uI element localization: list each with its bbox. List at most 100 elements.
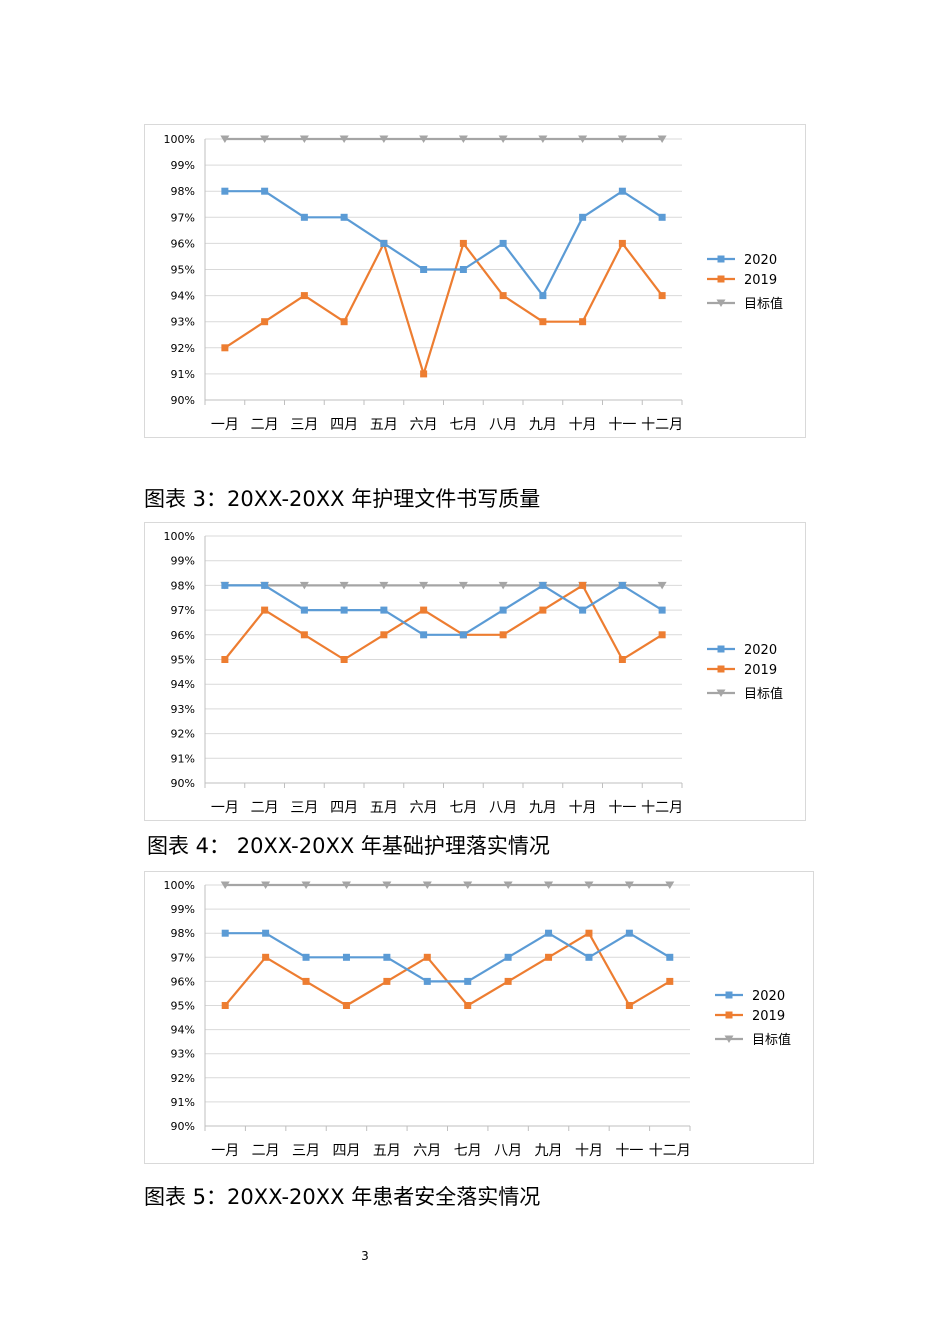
chart-svg: 90% 91% 92% 93% 94% 95% 96% 97% 98% 99% 100% 一月 二月 三月… xyxy=(164,530,783,816)
x-tick-label: 七月 xyxy=(454,1143,482,1159)
caption-chart-3: 图表 3：20XX-20XX 年护理文件书写质量 xyxy=(144,487,541,511)
data-point-2020 xyxy=(342,953,350,961)
data-point-目标值 xyxy=(463,881,473,889)
x-tick-label: 七月 xyxy=(449,417,477,433)
data-point-目标值 xyxy=(578,135,588,143)
data-point-2019 xyxy=(618,239,626,247)
data-point-2020 xyxy=(423,977,431,985)
data-point-2019 xyxy=(383,977,391,985)
x-tick-label: 九月 xyxy=(529,800,557,816)
data-point-2020 xyxy=(380,239,388,247)
data-point-2020 xyxy=(658,606,666,614)
y-tick-label: 92% xyxy=(171,728,195,741)
data-point-2020 xyxy=(221,581,229,589)
data-point-2020 xyxy=(380,606,388,614)
x-tick-label: 十月 xyxy=(569,417,597,433)
series-line-2019 xyxy=(224,932,671,1007)
x-tick-label: 四月 xyxy=(330,417,358,433)
data-point-2020 xyxy=(618,187,626,195)
data-point-2019 xyxy=(380,631,388,639)
data-point-2020 xyxy=(221,929,229,937)
data-point-2020 xyxy=(261,581,269,589)
legend-marker-2020 xyxy=(725,991,733,999)
data-point-2019 xyxy=(423,953,431,961)
series-line-2019 xyxy=(224,584,663,661)
y-tick-label: 98% xyxy=(171,927,195,940)
data-point-2020 xyxy=(579,606,587,614)
legend-label: 目标值 xyxy=(744,296,783,312)
x-tick-label: 三月 xyxy=(292,1143,320,1159)
data-point-目标值 xyxy=(503,881,513,889)
legend-marker-2020 xyxy=(717,255,725,263)
x-tick-label: 一月 xyxy=(211,1143,239,1159)
y-tick-label: 96% xyxy=(171,975,195,988)
data-point-2020 xyxy=(499,606,507,614)
caption-chart-4: 图表 4： 20XX-20XX 年基础护理落实情况 xyxy=(147,834,550,858)
data-point-2020 xyxy=(625,929,633,937)
data-point-2020 xyxy=(499,239,507,247)
x-tick-label: 二月 xyxy=(251,800,279,816)
data-point-2019 xyxy=(545,953,553,961)
data-point-2019 xyxy=(221,1002,229,1009)
x-tick-label: 五月 xyxy=(370,800,398,816)
data-point-目标值 xyxy=(538,135,548,143)
y-tick-label: 99% xyxy=(171,555,195,568)
data-point-2020 xyxy=(221,187,229,195)
data-point-2019 xyxy=(585,929,593,937)
x-tick-label: 八月 xyxy=(494,1143,522,1159)
y-tick-label: 91% xyxy=(171,752,195,765)
data-point-2020 xyxy=(539,292,547,300)
data-point-2020 xyxy=(262,929,270,937)
x-tick-label: 五月 xyxy=(373,1143,401,1159)
x-tick-label: 十一 xyxy=(608,800,636,816)
legend-label: 目标值 xyxy=(752,1032,791,1048)
x-tick-label: 九月 xyxy=(529,417,557,433)
x-tick-label: 九月 xyxy=(535,1143,563,1159)
y-tick-label: 95% xyxy=(171,264,195,277)
x-tick-label: 六月 xyxy=(410,417,438,433)
data-point-目标值 xyxy=(341,881,351,889)
data-point-2020 xyxy=(420,266,428,273)
data-point-2019 xyxy=(221,344,229,352)
legend-label: 2020 xyxy=(744,253,777,268)
x-tick-label: 十二月 xyxy=(641,417,683,433)
y-tick-label: 93% xyxy=(171,1048,195,1061)
y-tick-label: 90% xyxy=(171,777,195,790)
x-tick-label: 十二月 xyxy=(649,1143,691,1159)
data-point-2019 xyxy=(504,977,512,985)
data-point-2019 xyxy=(625,1002,633,1009)
y-tick-label: 95% xyxy=(171,654,195,667)
y-tick-label: 90% xyxy=(171,1120,195,1133)
data-point-目标值 xyxy=(498,135,508,143)
data-point-2019 xyxy=(420,606,428,614)
caption-chart-5: 图表 5：20XX-20XX 年患者安全落实情况 xyxy=(144,1185,541,1209)
data-point-目标值 xyxy=(220,881,230,889)
x-tick-label: 二月 xyxy=(252,1143,280,1159)
legend-label: 2020 xyxy=(744,643,777,658)
data-point-2020 xyxy=(261,187,269,195)
data-point-目标值 xyxy=(299,581,309,590)
x-tick-label: 五月 xyxy=(370,417,398,433)
data-point-2020 xyxy=(585,953,593,961)
data-point-2019 xyxy=(658,631,666,639)
data-point-2020 xyxy=(300,606,308,614)
data-point-2019 xyxy=(464,1002,472,1009)
y-tick-label: 98% xyxy=(171,579,195,592)
y-tick-label: 99% xyxy=(171,903,195,916)
y-tick-label: 97% xyxy=(171,211,195,224)
data-point-2019 xyxy=(300,631,308,639)
data-point-2020 xyxy=(545,929,553,937)
x-tick-label: 十二月 xyxy=(641,800,683,816)
data-point-目标值 xyxy=(261,881,271,889)
x-tick-label: 十月 xyxy=(569,800,597,816)
data-point-2020 xyxy=(579,213,587,221)
data-point-2020 xyxy=(383,953,391,961)
series-line-2020 xyxy=(224,190,663,297)
data-point-目标值 xyxy=(379,135,389,143)
data-point-2019 xyxy=(302,977,310,985)
x-tick-label: 四月 xyxy=(330,800,358,816)
page-number: 3 xyxy=(361,1249,369,1263)
data-point-2019 xyxy=(459,239,467,247)
y-tick-label: 97% xyxy=(171,604,195,617)
x-tick-label: 四月 xyxy=(332,1143,360,1159)
